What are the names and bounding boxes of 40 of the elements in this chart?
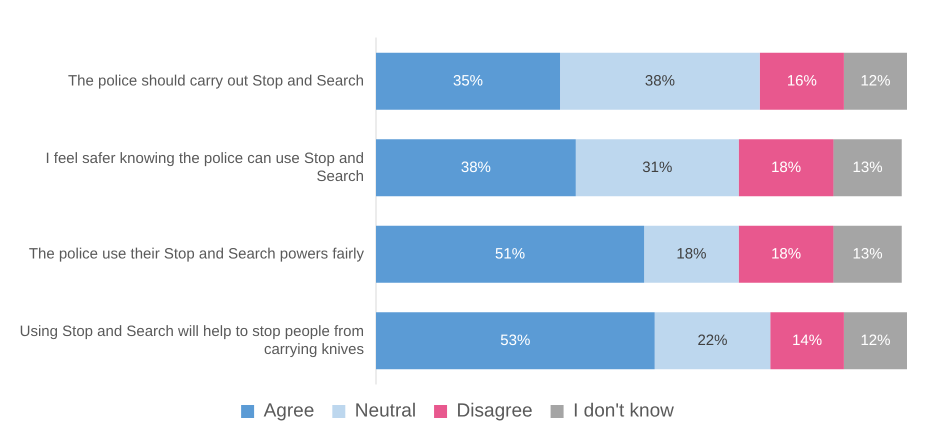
data-label: 35%: [452, 72, 484, 90]
bar: [644, 226, 739, 283]
bar: [376, 226, 644, 283]
y-tick-label: Using Stop and Search will help to stop people from carrying knives: [20, 322, 364, 358]
bar: [560, 52, 760, 110]
y-tick-label: The police use their Stop and Search powers fairly: [28, 245, 364, 262]
bar: [376, 52, 560, 110]
data-label: 53%: [500, 332, 530, 349]
data-label: 13%: [852, 245, 883, 262]
y-tick-label: I feel safer knowing the police can use Stop and Search: [45, 150, 364, 185]
data-label: 18%: [676, 245, 706, 262]
data-label: 16%: [786, 72, 817, 90]
data-label: 12%: [860, 72, 890, 90]
legend-label: I don't know: [573, 400, 674, 422]
bar: [376, 139, 576, 196]
data-label: 13%: [852, 158, 883, 176]
bar: [844, 52, 907, 110]
data-label: 18%: [771, 245, 802, 262]
data-label: 22%: [697, 332, 728, 349]
data-label: 38%: [460, 158, 491, 176]
bar: [844, 312, 907, 370]
legend-label: Agree: [264, 400, 314, 422]
data-label: 38%: [644, 72, 675, 90]
bar: [738, 226, 834, 283]
bar: [576, 139, 739, 196]
bar: [833, 226, 902, 283]
bar: [760, 52, 844, 110]
y-tick-label: The police should carry out Stop and Search: [68, 72, 364, 90]
bar: [376, 312, 655, 370]
bar: [770, 312, 844, 370]
data-label: 12%: [860, 332, 890, 349]
bar: [654, 312, 770, 370]
data-label: 14%: [792, 332, 822, 349]
bar: [833, 139, 902, 196]
data-label: 31%: [642, 158, 672, 176]
legend-label: Neutral: [354, 400, 416, 422]
data-label: 51%: [495, 245, 526, 262]
legend-label: Disagree: [456, 400, 533, 422]
data-label: 18%: [771, 158, 802, 176]
bar: [738, 139, 834, 196]
